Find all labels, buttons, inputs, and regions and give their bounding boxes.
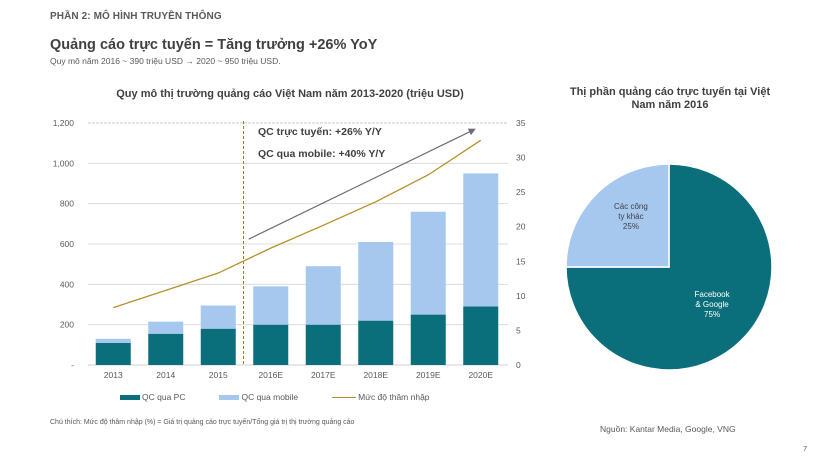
- legend-item-pc: QC qua PC: [120, 392, 185, 402]
- left-tick-label: 600: [60, 239, 74, 249]
- left-tick-label: -: [71, 360, 74, 370]
- pie-label: 75%: [704, 310, 720, 319]
- bar-mobile-2018E: [358, 241, 394, 321]
- pie-label: & Google: [695, 300, 729, 309]
- right-tick-label: 0: [516, 360, 521, 370]
- bar-pc-2014: [148, 333, 184, 365]
- pie-slice-other-companies: [565, 163, 670, 268]
- bar-pc-2020E: [463, 306, 499, 365]
- penetration-line: [113, 139, 482, 309]
- line-series: [113, 128, 482, 309]
- page-number: 7: [803, 444, 808, 453]
- right-tick-label: 10: [516, 291, 526, 301]
- bar-pc-2016E: [253, 324, 289, 365]
- bar-pc-2019E: [410, 314, 446, 365]
- bar-pc-2017E: [305, 324, 341, 365]
- x-axis-ticks: 2013 2014 2015 2016E 2017E 2018E 2019E 2020E: [104, 370, 494, 380]
- pie-label: Các công: [614, 202, 648, 211]
- bar-mobile-2017E: [305, 266, 341, 325]
- right-tick-label: 5: [516, 325, 521, 335]
- left-tick-label: 400: [60, 279, 74, 289]
- pie-label: Facebook: [694, 290, 730, 299]
- pie-chart-title: Thị phần quảng cáo trực tuyến tại Việt N…: [569, 86, 771, 111]
- legend-swatch-mobile: [219, 394, 240, 400]
- right-tick-label: 15: [516, 256, 526, 266]
- x-tick-label: 2018E: [363, 370, 388, 380]
- legend-label-pc: QC qua PC: [142, 392, 186, 402]
- legend: QC qua PC QC qua mobile Mức độ thâm nhập: [120, 392, 430, 402]
- trend-arrow: [248, 128, 476, 240]
- bar-pc-2013: [95, 342, 131, 365]
- bar-chart-title: Quy mô thị trường quảng cáo Việt Nam năm…: [116, 88, 464, 100]
- left-axis-ticks: - 200 400 600 800 1,000 1,200: [53, 118, 75, 370]
- right-tick-label: 25: [516, 187, 526, 197]
- legend-item-mobile: QC qua mobile: [219, 392, 298, 402]
- legend-label-mobile: QC qua mobile: [241, 392, 299, 402]
- right-tick-label: 20: [516, 222, 526, 232]
- right-axis-ticks: 0 5 10 15 20 25 30 35: [516, 118, 526, 370]
- bar-mobile-2016E: [253, 286, 289, 325]
- x-tick-label: 2020E: [468, 370, 493, 380]
- subheadline: Quy mô năm 2016 ~ 390 triệu USD → 2020 ~…: [50, 56, 281, 66]
- footnote: Chú thích: Mức độ thâm nhập (%) = Giá tr…: [50, 419, 355, 426]
- x-tick-label: 2019E: [416, 370, 441, 380]
- annotation-online-growth: QC trực tuyến: +26% Y/Y: [258, 126, 382, 138]
- bar-mobile-2013: [95, 338, 131, 343]
- right-tick-label: 30: [516, 153, 526, 163]
- bar-mobile-2019E: [410, 211, 446, 315]
- source-text: Nguồn: Kantar Media, Google, VNG: [600, 424, 736, 434]
- bar-mobile-2015: [200, 305, 236, 329]
- x-tick-label: 2016E: [258, 370, 283, 380]
- x-tick-label: 2014: [156, 370, 175, 380]
- left-tick-label: 200: [60, 320, 74, 330]
- bar-mobile-2014: [148, 321, 184, 334]
- bar-pc-2018E: [358, 320, 394, 365]
- x-tick-label: 2015: [209, 370, 228, 380]
- left-tick-label: 800: [60, 199, 74, 209]
- annotation-mobile-growth: QC qua mobile: +40% Y/Y: [258, 148, 385, 160]
- pie-label: ty khác: [618, 212, 643, 221]
- left-tick-label: 1,200: [53, 118, 75, 128]
- headline: Quảng cáo trực tuyến = Tăng trưởng +26% …: [50, 37, 378, 53]
- right-tick-label: 35: [516, 118, 526, 128]
- legend-label-penetration: Mức độ thâm nhập: [358, 392, 430, 402]
- section-label: PHẦN 2: MÔ HÌNH TRUYỀN THÔNG: [50, 11, 222, 22]
- bars: [95, 173, 499, 365]
- legend-swatch-pc: [120, 394, 140, 400]
- bar-mobile-2020E: [463, 173, 499, 307]
- legend-item-penetration: Mức độ thâm nhập: [332, 392, 430, 402]
- x-tick-label: 2013: [104, 370, 123, 380]
- left-tick-label: 1,000: [53, 158, 75, 168]
- x-tick-label: 2017E: [311, 370, 336, 380]
- legend-swatch-penetration: [332, 396, 357, 398]
- pie-label: 25%: [623, 222, 639, 231]
- bar-pc-2015: [200, 328, 236, 365]
- pie-slice-facebook-google: [565, 163, 773, 371]
